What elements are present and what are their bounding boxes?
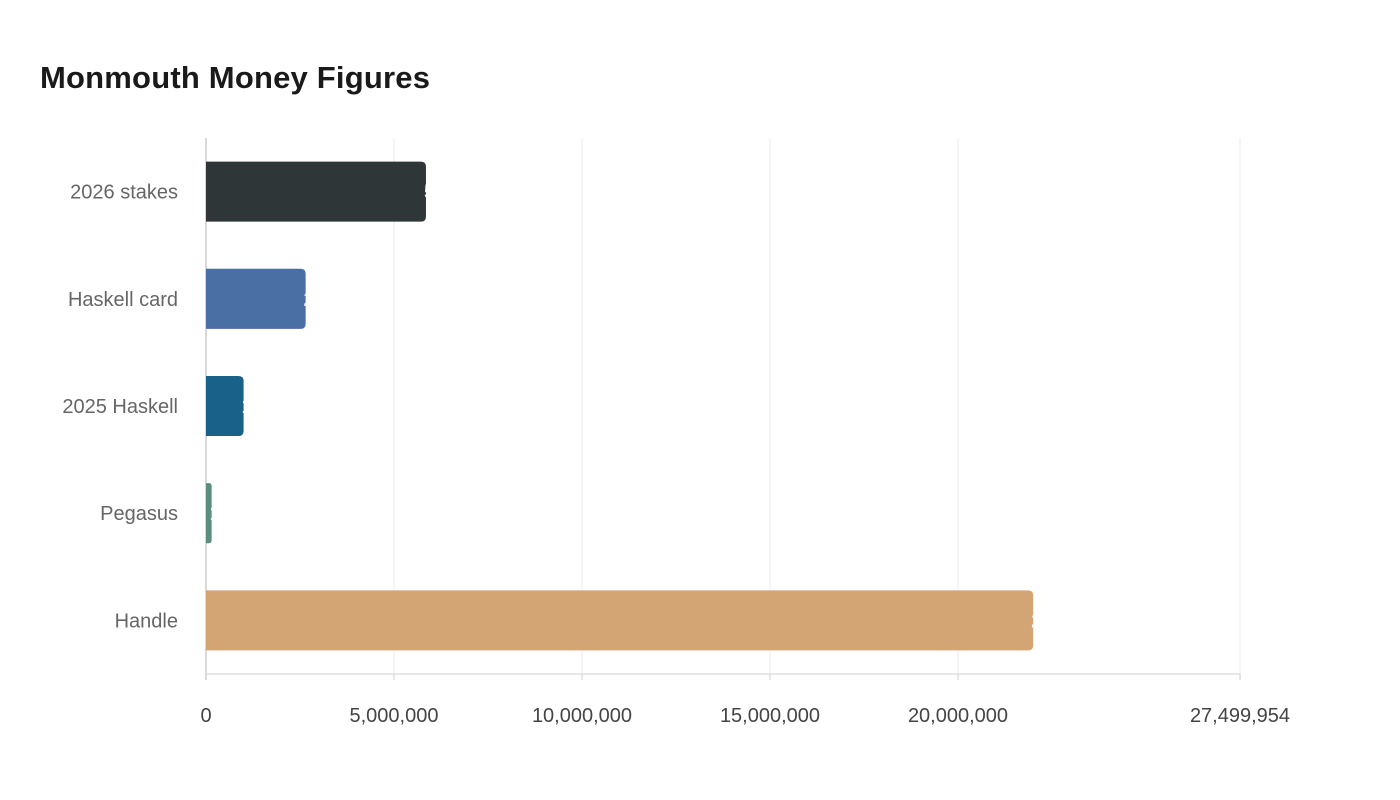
category-labels: 2026 stakes Haskell card 2025 Haskell Pegas… — [62, 182, 178, 633]
category-label: Handle — [115, 610, 178, 632]
x-tick-label: 5,000,000 — [350, 705, 439, 727]
x-tick-label: 10,000,000 — [532, 705, 632, 727]
data-label: 1 — [242, 396, 253, 418]
bar — [206, 590, 1034, 651]
category-label: 2025 Haskell — [62, 396, 178, 418]
bars — [206, 161, 1034, 651]
bar — [206, 161, 426, 222]
chart-title: Monmouth Money Figures — [40, 60, 431, 95]
data-label: 5 — [424, 182, 435, 204]
bar — [206, 268, 306, 329]
category-label: Haskell card — [68, 289, 178, 311]
data-labels: 5 2 1 1 2 — [210, 182, 1042, 633]
category-label: Pegasus — [100, 503, 178, 525]
x-tick-labels: 0 5,000,000 10,000,000 15,000,000 20,000,000… — [200, 705, 1290, 727]
x-tick-label: 0 — [200, 705, 211, 727]
gridlines — [393, 138, 1241, 674]
x-tick-label: 15,000,000 — [720, 705, 820, 727]
data-label: 2 — [1031, 610, 1042, 632]
category-label: 2026 stakes — [70, 182, 178, 204]
bar — [206, 483, 212, 544]
data-label: 1 — [210, 503, 221, 525]
data-label: 2 — [304, 289, 315, 311]
x-tick-label: 20,000,000 — [908, 705, 1008, 727]
x-tick-label: 27,499,954 — [1190, 705, 1290, 727]
bar — [206, 375, 244, 437]
